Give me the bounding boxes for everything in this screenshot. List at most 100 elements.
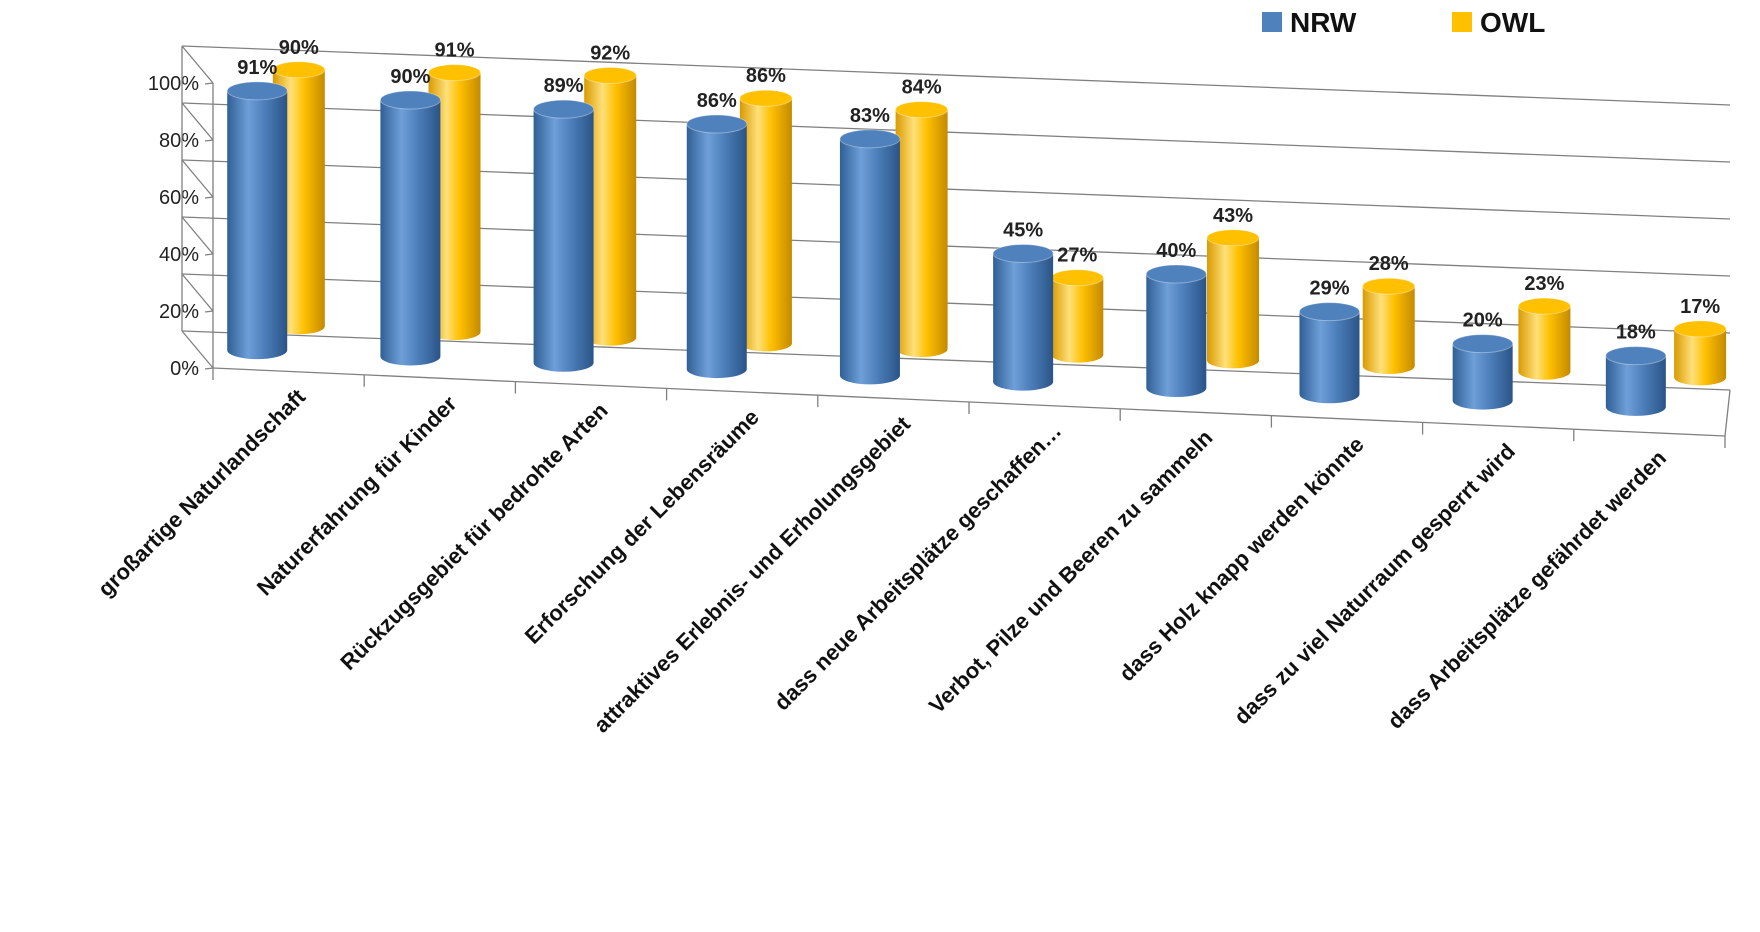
bar-owl: [1517, 297, 1571, 380]
bar-owl: [1206, 229, 1260, 369]
y-tick-mark: [204, 253, 214, 256]
data-label-nrw: 18%: [1616, 322, 1656, 344]
y-tick-label: 0%: [170, 358, 199, 380]
data-label-nrw: 20%: [1463, 310, 1503, 332]
data-labels: 91% 90% 89%86%83%45%40%29%20%18%90% 91% 92%8…: [237, 37, 1720, 344]
data-label-nrw: 90%: [390, 66, 430, 88]
bar-body: [1146, 274, 1207, 398]
bar-body: [533, 109, 594, 372]
bar-top: [272, 61, 326, 79]
bar-body: [428, 72, 481, 340]
bar-top: [1517, 297, 1571, 315]
data-label-nrw: 45%: [1003, 219, 1043, 241]
data-label-nrw: 83%: [850, 105, 890, 127]
y-tick-label: 60%: [159, 187, 199, 209]
bar-nrw: [1298, 302, 1360, 404]
y-tick-mark: [204, 367, 214, 370]
category-label: Rückzugsgebiet für bedrohte Arten: [335, 398, 612, 675]
bar-top: [1452, 334, 1514, 354]
bar-body: [686, 123, 747, 379]
y-tick-label: 40%: [159, 244, 199, 266]
category-label: dass neue Arbeitsplätze geschaffen…: [769, 418, 1066, 715]
bar-owl: [739, 89, 793, 352]
bar-owl: [895, 101, 949, 357]
bar-top: [1298, 302, 1360, 322]
y-tick-label: 20%: [159, 301, 199, 323]
bar-top: [379, 90, 441, 110]
bar-top: [533, 99, 595, 119]
y-tick-label: 100%: [148, 73, 199, 95]
category-label: Verbot, Pilze und Beeren zu sammeln: [924, 425, 1217, 718]
data-label-owl: 43%: [1213, 205, 1253, 227]
bar-body: [1605, 355, 1666, 416]
gridline: [181, 45, 1731, 106]
y-tick-mark: [204, 82, 214, 85]
bar-nrw: [839, 129, 901, 385]
bar-top: [686, 114, 748, 134]
gridline-side: [181, 45, 214, 84]
bar-top: [1050, 269, 1104, 287]
gridline-side: [181, 216, 214, 255]
data-label-nrw: 29%: [1309, 278, 1349, 300]
bar-top: [839, 129, 901, 149]
bar-top: [428, 64, 482, 82]
bar-body: [1051, 277, 1104, 363]
data-label-nrw: 91%: [237, 57, 277, 79]
category-label: dass zu viel Naturraum gesperrt wird: [1229, 438, 1520, 729]
bar-body: [1362, 286, 1415, 375]
bar-top: [583, 66, 637, 84]
data-label-nrw: 86%: [697, 90, 737, 112]
bar-body: [1518, 306, 1571, 380]
category-labels: großartige NaturlandschaftNaturerfahrung…: [93, 384, 1671, 738]
category-label: attraktives Erlebnis- und Erholungsgebie…: [589, 411, 916, 738]
data-label-nrw: 40%: [1156, 240, 1196, 262]
legend-swatch-owl: [1452, 12, 1472, 32]
legend: NRW OWL: [1262, 7, 1545, 38]
data-label-owl: 86%: [746, 65, 786, 87]
bar-top: [1673, 320, 1727, 338]
bar-nrw: [686, 114, 748, 379]
bar-nrw: [1452, 334, 1514, 410]
bar-top: [895, 101, 949, 119]
y-tick-mark: [204, 196, 214, 199]
gridline-side: [181, 330, 214, 369]
data-label-owl: 84%: [902, 77, 942, 99]
bar-owl: [1050, 269, 1104, 363]
bar-top: [1206, 229, 1260, 247]
bar-top: [992, 243, 1054, 263]
category-label: dass Arbeitsplätze gefährdet werden: [1383, 445, 1672, 734]
y-tick-mark: [204, 139, 214, 142]
bar-body: [1674, 328, 1727, 386]
bar-body: [839, 138, 900, 385]
y-tick-label: 80%: [159, 130, 199, 152]
bar-body: [1207, 237, 1260, 369]
data-label-owl: 92%: [590, 42, 630, 64]
bar-top: [1362, 277, 1416, 295]
data-label-owl: 17%: [1680, 296, 1720, 318]
data-label-owl: 27%: [1057, 245, 1097, 267]
bar-nrw: [992, 243, 1054, 391]
bar-nrw: [1605, 346, 1667, 416]
y-tick-mark: [204, 310, 214, 313]
bar-body: [993, 253, 1054, 391]
legend-label-nrw: NRW: [1290, 7, 1357, 38]
bars: [226, 61, 1727, 416]
bar-top: [226, 81, 288, 101]
gridline-side: [181, 102, 214, 141]
legend-label-owl: OWL: [1480, 7, 1545, 38]
gridline-side: [181, 159, 214, 198]
x-axis-side: [1724, 389, 1731, 437]
bar-body: [227, 90, 288, 360]
data-label-owl: 90%: [279, 37, 319, 59]
bar-body: [584, 75, 637, 346]
bar-body: [739, 98, 792, 352]
bar-body: [1299, 311, 1360, 404]
bar-nrw: [226, 81, 288, 360]
bar-body: [1452, 343, 1513, 410]
bar-owl: [583, 66, 637, 346]
bar-top: [1145, 264, 1207, 284]
bar-owl: [1362, 277, 1416, 375]
data-label-owl: 28%: [1369, 253, 1409, 275]
data-label-owl: 91%: [434, 40, 474, 62]
